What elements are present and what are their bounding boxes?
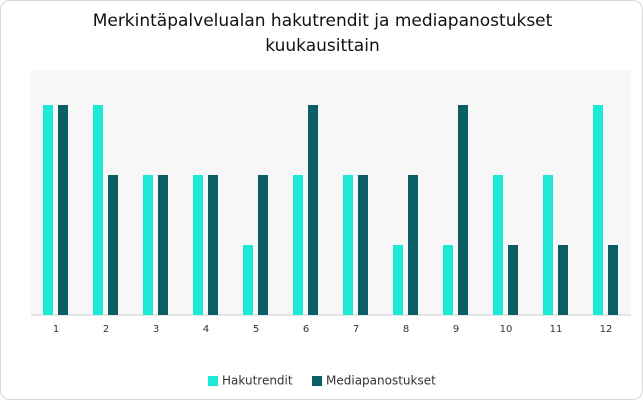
bar <box>193 175 203 315</box>
bar <box>143 175 153 315</box>
x-tick-label: 4 <box>203 324 209 335</box>
x-tick-label: 7 <box>353 324 359 335</box>
bar <box>443 245 453 315</box>
bar <box>243 245 253 315</box>
x-tick-label: 9 <box>453 324 459 335</box>
bar <box>408 175 418 315</box>
bar <box>458 105 468 315</box>
x-tick-label: 8 <box>403 324 409 335</box>
bar <box>43 105 53 315</box>
x-tick-label: 12 <box>600 324 613 335</box>
chart-title: Merkintäpalvelualan hakutrendit ja media… <box>92 11 553 56</box>
bar <box>558 245 568 315</box>
x-tick-label: 3 <box>153 324 159 335</box>
legend-label: Hakutrendit <box>222 374 293 388</box>
bar <box>608 245 618 315</box>
x-tick-label: 11 <box>550 324 563 335</box>
x-tick-label: 10 <box>500 324 513 335</box>
legend-swatch <box>208 376 218 386</box>
plot-area <box>31 70 631 315</box>
bar <box>293 175 303 315</box>
bar <box>593 105 603 315</box>
bar <box>258 175 268 315</box>
legend-swatch <box>312 376 322 386</box>
bar <box>358 175 368 315</box>
bar <box>508 245 518 315</box>
x-tick-label: 1 <box>53 324 59 335</box>
bar <box>108 175 118 315</box>
bar <box>308 105 318 315</box>
bar <box>158 175 168 315</box>
x-tick-label: 5 <box>253 324 259 335</box>
bar <box>543 175 553 315</box>
x-tick-label: 2 <box>103 324 109 335</box>
bar <box>58 105 68 315</box>
bar <box>393 245 403 315</box>
legend-label: Mediapanostukset <box>326 374 436 388</box>
bar <box>343 175 353 315</box>
bar <box>208 175 218 315</box>
x-tick-label: 6 <box>303 324 309 335</box>
bar <box>493 175 503 315</box>
bar <box>93 105 103 315</box>
